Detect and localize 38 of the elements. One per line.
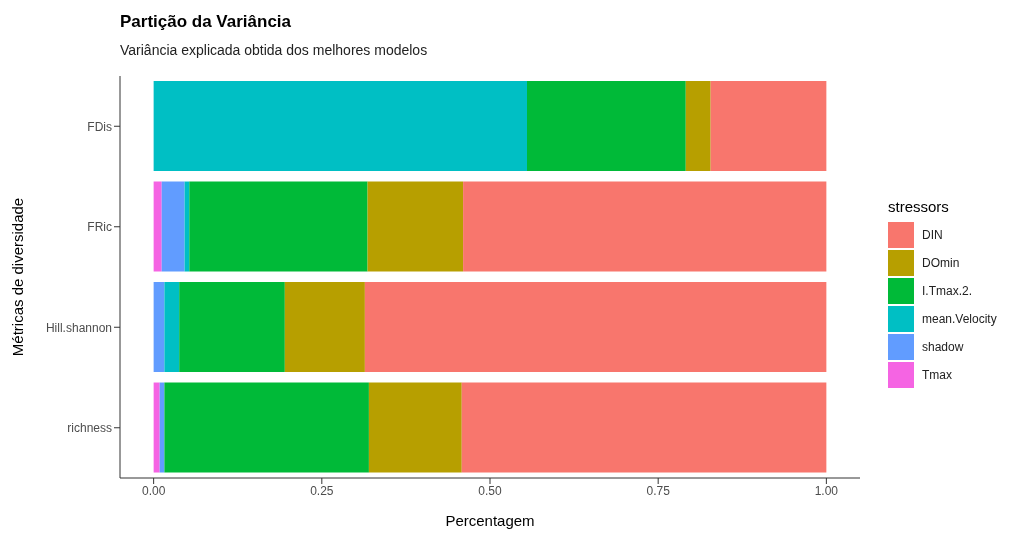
bar	[685, 81, 711, 172]
legend-label: Tmax	[922, 368, 952, 382]
bar	[368, 382, 462, 473]
y-tick-label: FRic	[87, 220, 112, 235]
bar	[710, 81, 827, 172]
bar	[153, 181, 162, 272]
chart-title: Partição da Variância	[120, 12, 292, 32]
x-tick-label: 1.00	[814, 483, 839, 498]
bar	[284, 282, 365, 373]
bar	[179, 282, 285, 373]
bar	[161, 181, 185, 272]
bar	[463, 181, 827, 272]
bar	[164, 282, 180, 373]
y-tick-label: richness	[67, 421, 112, 436]
bar	[364, 282, 827, 373]
x-tick-label: 0.75	[646, 483, 671, 498]
x-axis-title: Percentagem	[445, 512, 535, 529]
x-tick-label: 0.00	[141, 483, 166, 498]
bar	[153, 382, 160, 473]
y-tick-label: FDis	[87, 119, 112, 134]
legend-label: I.Tmax.2.	[922, 284, 973, 298]
legend-label: DOmin	[922, 256, 960, 270]
x-tick-label: 0.25	[310, 483, 334, 498]
legend-label: DIN	[922, 228, 943, 242]
x-tick-label: 0.50	[478, 483, 502, 498]
bar	[153, 81, 527, 172]
legend-label: mean.Velocity	[922, 312, 997, 326]
y-tick-label: Hill.shannon	[45, 320, 112, 335]
y-axis-title: Métricas de diversidade	[9, 197, 27, 357]
chart-subtitle: Variância explicada obtida dos melhores modelos	[120, 42, 428, 58]
bar	[367, 181, 464, 272]
bar	[189, 181, 368, 272]
bar	[164, 382, 369, 473]
bar	[527, 81, 686, 172]
legend-label: shadow	[922, 340, 964, 354]
bar	[153, 282, 165, 373]
legend-title: stressors	[888, 198, 950, 215]
bar	[461, 382, 827, 473]
